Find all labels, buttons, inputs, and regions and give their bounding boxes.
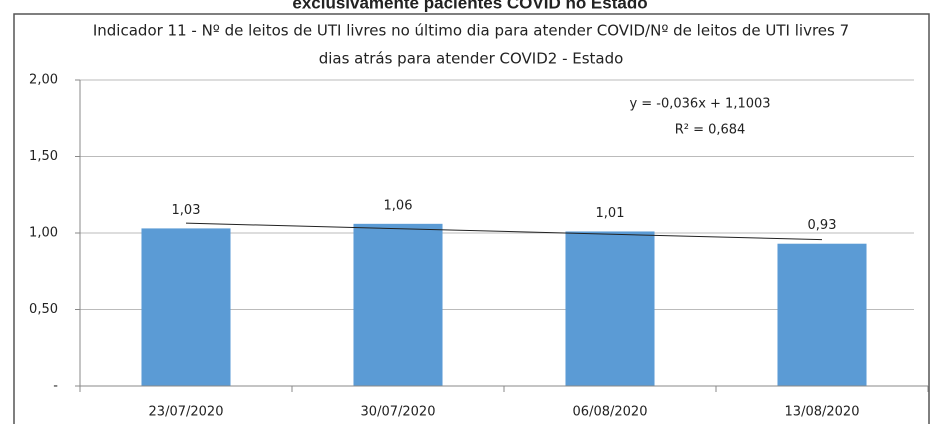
y-tick-label: 2,00	[29, 73, 58, 88]
x-tick-label: 13/08/2020	[785, 405, 860, 420]
x-tick-label: 06/08/2020	[573, 405, 648, 420]
y-tick-label: 1,00	[29, 226, 58, 241]
value-label: 1,03	[172, 203, 201, 218]
value-label: 0,93	[808, 218, 837, 233]
bar	[353, 223, 443, 386]
bar	[777, 243, 867, 386]
x-tick-label: 30/07/2020	[361, 405, 436, 420]
bar	[141, 228, 231, 386]
y-tick-label: -	[53, 379, 58, 394]
trendline-r2: R² = 0,684	[675, 123, 746, 138]
trendline-equation: y = -0,036x + 1,1003	[629, 97, 770, 112]
value-label: 1,06	[384, 198, 413, 213]
cut-heading: exclusivamente pacientes COVID no Estado	[292, 0, 647, 12]
chart-title: dias atrás para atender COVID2 - Estado	[319, 50, 624, 68]
bar	[565, 231, 655, 386]
chart-frame	[13, 13, 930, 428]
trendline	[185, 222, 823, 241]
x-tick-label: 23/07/2020	[149, 405, 224, 420]
y-tick-label: 0,50	[29, 302, 58, 317]
chart-title: Indicador 11 - Nº de leitos de UTI livre…	[93, 22, 849, 40]
value-label: 1,01	[596, 206, 625, 221]
y-tick-label: 1,50	[29, 149, 58, 164]
